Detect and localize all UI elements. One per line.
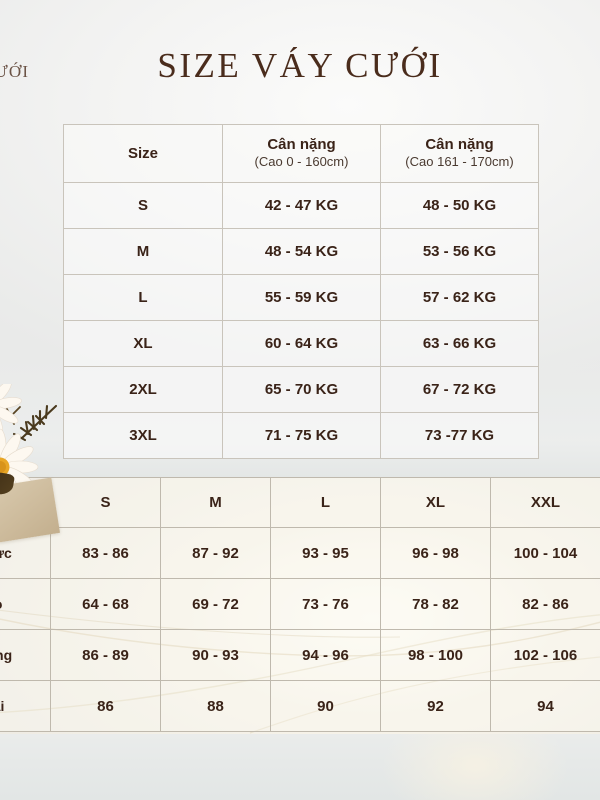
cell-weight-170: 57 - 62 KG (380, 274, 539, 321)
row-label-mong: Mông (0, 629, 51, 681)
table-row: 2XL 65 - 70 KG 67 - 72 KG (63, 366, 539, 413)
cell-nguc-xl: 96 - 98 (380, 527, 491, 579)
table-row: Mông 86 - 89 90 - 93 94 - 96 98 - 100 10… (0, 629, 600, 681)
cell-weight-170: 67 - 72 KG (380, 366, 539, 413)
bottom-shelf-surface (0, 706, 600, 800)
cell-nguc-s: 83 - 86 (50, 527, 161, 579)
row-label-eo: Eo (0, 578, 51, 630)
cell-dai-s: 86 (50, 680, 161, 732)
header-weight-170: Cân nặng (Cao 161 - 170cm) (380, 124, 539, 183)
cell-size: S (63, 182, 223, 229)
table-row: Eo 64 - 68 69 - 72 73 - 76 78 - 82 82 - … (0, 578, 600, 630)
cell-mong-s: 86 - 89 (50, 629, 161, 681)
table-row: S 42 - 47 KG 48 - 50 KG (63, 182, 539, 229)
cell-dai-l: 90 (270, 680, 381, 732)
cell-dai-m: 88 (160, 680, 271, 732)
header-weight-160: Cân nặng (Cao 0 - 160cm) (222, 124, 381, 183)
cell-nguc-l: 93 - 95 (270, 527, 381, 579)
cell-eo-xxl: 82 - 86 (490, 578, 600, 630)
header-size-xxl: XXL (490, 477, 600, 528)
table-header-row: Size Cân nặng (Cao 0 - 160cm) Cân nặng (… (63, 124, 539, 183)
cell-nguc-xxl: 100 - 104 (490, 527, 600, 579)
body-measurement-table: S M L XL XXL 3XL Ngực 83 - 86 87 - 92 93… (0, 477, 600, 732)
weight-size-table: Size Cân nặng (Cao 0 - 160cm) Cân nặng (… (63, 124, 539, 459)
cell-size: XL (63, 320, 223, 367)
cell-eo-s: 64 - 68 (50, 578, 161, 630)
header-size-xl: XL (380, 477, 491, 528)
table-row: 3XL 71 - 75 KG 73 -77 KG (63, 412, 539, 459)
cell-weight-160: 42 - 47 KG (222, 182, 381, 229)
table-row: M 48 - 54 KG 53 - 56 KG (63, 228, 539, 275)
header-size-s: S (50, 477, 161, 528)
cell-mong-xl: 98 - 100 (380, 629, 491, 681)
cell-eo-xl: 78 - 82 (380, 578, 491, 630)
cell-size: 2XL (63, 366, 223, 413)
cell-nguc-m: 87 - 92 (160, 527, 271, 579)
table-header-row: S M L XL XXL 3XL (0, 477, 600, 528)
cell-weight-160: 71 - 75 KG (222, 412, 381, 459)
page-title: SIZE VÁY CƯỚI (157, 46, 443, 85)
cell-weight-170: 48 - 50 KG (380, 182, 539, 229)
cell-dai-xl: 92 (380, 680, 491, 732)
cell-weight-170: 73 -77 KG (380, 412, 539, 459)
cell-size: M (63, 228, 223, 275)
cell-eo-l: 73 - 76 (270, 578, 381, 630)
table-row: Ngực 83 - 86 87 - 92 93 - 95 96 - 98 100… (0, 527, 600, 579)
kraft-card-decoration (0, 477, 60, 543)
cell-dai-xxl: 94 (490, 680, 600, 732)
cell-weight-170: 63 - 66 KG (380, 320, 539, 367)
logo-watermark-fragment: CƯỚI (0, 62, 30, 81)
cell-eo-m: 69 - 72 (160, 578, 271, 630)
table-row: L 55 - 59 KG 57 - 62 KG (63, 274, 539, 321)
header-size-l: L (270, 477, 381, 528)
cell-weight-160: 65 - 70 KG (222, 366, 381, 413)
cell-mong-m: 90 - 93 (160, 629, 271, 681)
header-size: Size (63, 124, 223, 183)
cell-size: 3XL (63, 412, 223, 459)
cell-weight-160: 60 - 64 KG (222, 320, 381, 367)
header-size-m: M (160, 477, 271, 528)
row-label-dai: Dài (0, 680, 51, 732)
cell-mong-xxl: 102 - 106 (490, 629, 600, 681)
cell-mong-l: 94 - 96 (270, 629, 381, 681)
table-row: XL 60 - 64 KG 63 - 66 KG (63, 320, 539, 367)
cell-weight-160: 55 - 59 KG (222, 274, 381, 321)
cell-weight-170: 53 - 56 KG (380, 228, 539, 275)
table-row: Dài 86 88 90 92 94 96 (0, 680, 600, 732)
cell-weight-160: 48 - 54 KG (222, 228, 381, 275)
cell-size: L (63, 274, 223, 321)
